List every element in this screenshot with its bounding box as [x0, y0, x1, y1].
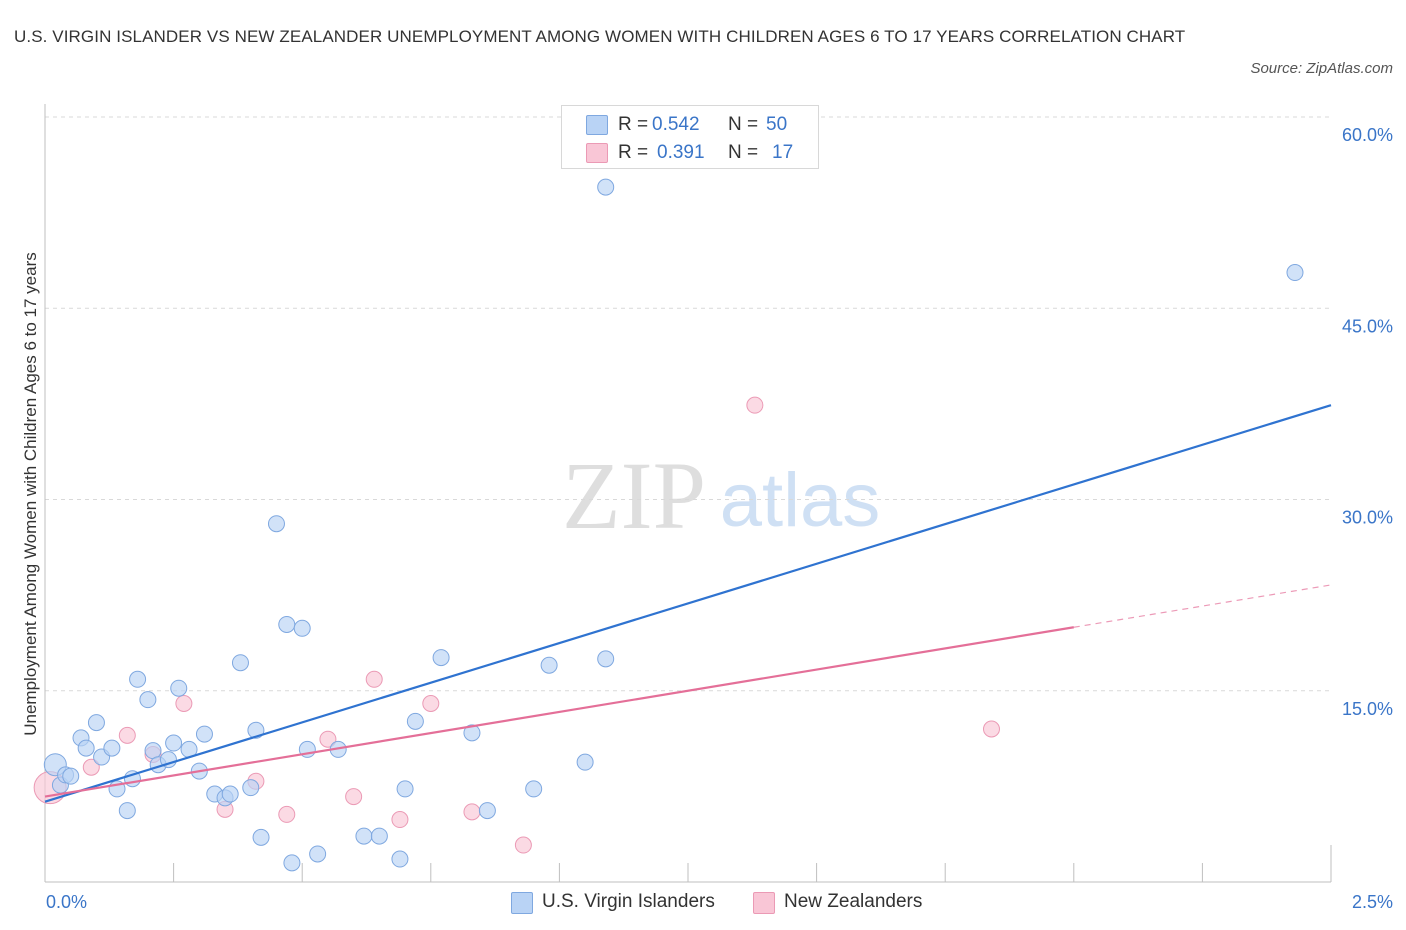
legend-n-value: 17 — [772, 142, 794, 163]
virgin-islanders-point — [103, 739, 121, 757]
new-zealanders-point — [982, 720, 1000, 738]
virgin-islanders-point — [406, 712, 424, 730]
y-tick-label: 45.0% — [1342, 316, 1393, 336]
virgin-islanders-point — [597, 178, 615, 196]
correlation-legend: R = 0.542 N = 50 R = 0.391 N = 17 — [561, 105, 819, 169]
y-axis-label: Unemployment Among Women with Children A… — [21, 252, 40, 736]
trend-lines — [44, 404, 1332, 803]
legend-r-value: 0.391 — [657, 142, 705, 163]
virgin-islanders-point — [525, 780, 543, 798]
new-zealanders-point — [514, 836, 532, 854]
legend-n-label: N = — [728, 114, 759, 135]
virgin-islanders-point — [77, 739, 95, 757]
virgin-islanders-point — [267, 515, 285, 533]
x-tick-label: 0.0% — [46, 892, 87, 912]
virgin-islanders-point — [576, 753, 594, 771]
virgin-islanders-point — [118, 802, 136, 820]
legend-swatch-pink — [753, 892, 775, 914]
virgin-islanders-point — [478, 802, 496, 820]
new-zealanders-point — [391, 811, 409, 829]
virgin-islanders-point — [242, 779, 260, 797]
legend-r-label: R = — [618, 142, 649, 163]
legend-item-label: New Zealanders — [784, 891, 923, 912]
legend-r-value: 0.542 — [652, 114, 700, 135]
virgin-islanders-point — [165, 734, 183, 752]
new-zealanders-point — [463, 803, 481, 821]
virgin-islanders-point — [87, 714, 105, 732]
new-zealanders-trend-line-extension — [1073, 584, 1332, 628]
virgin-islanders-point — [370, 827, 388, 845]
legend-n-value: 50 — [766, 114, 788, 135]
chart-title: U.S. VIRGIN ISLANDER VS NEW ZEALANDER UN… — [14, 27, 1186, 46]
virgin-islanders-point — [278, 615, 296, 633]
virgin-islanders-point — [139, 691, 157, 709]
gridlines — [45, 116, 1331, 692]
new-zealanders-point — [319, 730, 337, 748]
virgin-islanders-point — [283, 854, 301, 872]
watermark-atlas: atlas — [720, 458, 881, 543]
virgin-islanders-point — [432, 649, 450, 667]
new-zealanders-trend-line — [44, 626, 1074, 798]
new-zealanders-point — [82, 758, 100, 776]
virgin-islanders-point — [195, 725, 213, 743]
virgin-islanders-point — [62, 767, 80, 785]
new-zealanders-point — [118, 726, 136, 744]
virgin-islanders-point — [170, 679, 188, 697]
virgin-islanders-point — [463, 724, 481, 742]
virgin-islanders-point — [231, 654, 249, 672]
virgin-islanders-point — [159, 751, 177, 769]
virgin-islanders-point — [1286, 264, 1304, 282]
virgin-islanders-point — [540, 656, 558, 674]
new-zealanders-point — [365, 670, 383, 688]
virgin-islanders-point — [391, 850, 409, 868]
virgin-islanders-point — [293, 619, 311, 637]
virgin-islanders-point — [221, 785, 239, 803]
new-zealanders-point — [175, 695, 193, 712]
virgin-islanders-point — [129, 670, 147, 688]
new-zealanders-point — [422, 695, 440, 712]
new-zealanders-point — [278, 805, 296, 823]
y-tick-label: 60.0% — [1342, 125, 1393, 145]
virgin-islanders-point — [309, 845, 327, 863]
y-tick-label: 15.0% — [1342, 699, 1393, 719]
chart-source: Source: ZipAtlas.com — [1250, 60, 1393, 77]
legend-swatch-pink — [586, 143, 608, 163]
virgin-islanders-point — [355, 827, 373, 845]
axes — [44, 104, 1332, 883]
legend-swatch-blue — [511, 892, 533, 914]
x-tick-label: 2.5% — [1352, 892, 1393, 912]
watermark: ZIP atlas — [562, 442, 880, 549]
new-zealanders-point — [345, 788, 363, 806]
watermark-zip: ZIP — [562, 442, 706, 549]
virgin-islanders-point — [252, 828, 270, 846]
legend-n-label: N = — [728, 142, 759, 163]
legend-r-label: R = — [618, 114, 649, 135]
new-zealanders-point — [746, 396, 764, 414]
legend-item-label: U.S. Virgin Islanders — [542, 891, 715, 912]
virgin-islanders-point — [597, 650, 615, 668]
virgin-islanders-point — [396, 780, 414, 798]
tick-labels: 15.0% 30.0% 45.0% 60.0% 0.0% 2.5% — [46, 125, 1393, 912]
legend-swatch-blue — [586, 115, 608, 135]
virgin-islanders-trend-line — [44, 404, 1332, 803]
y-tick-label: 30.0% — [1342, 508, 1393, 528]
